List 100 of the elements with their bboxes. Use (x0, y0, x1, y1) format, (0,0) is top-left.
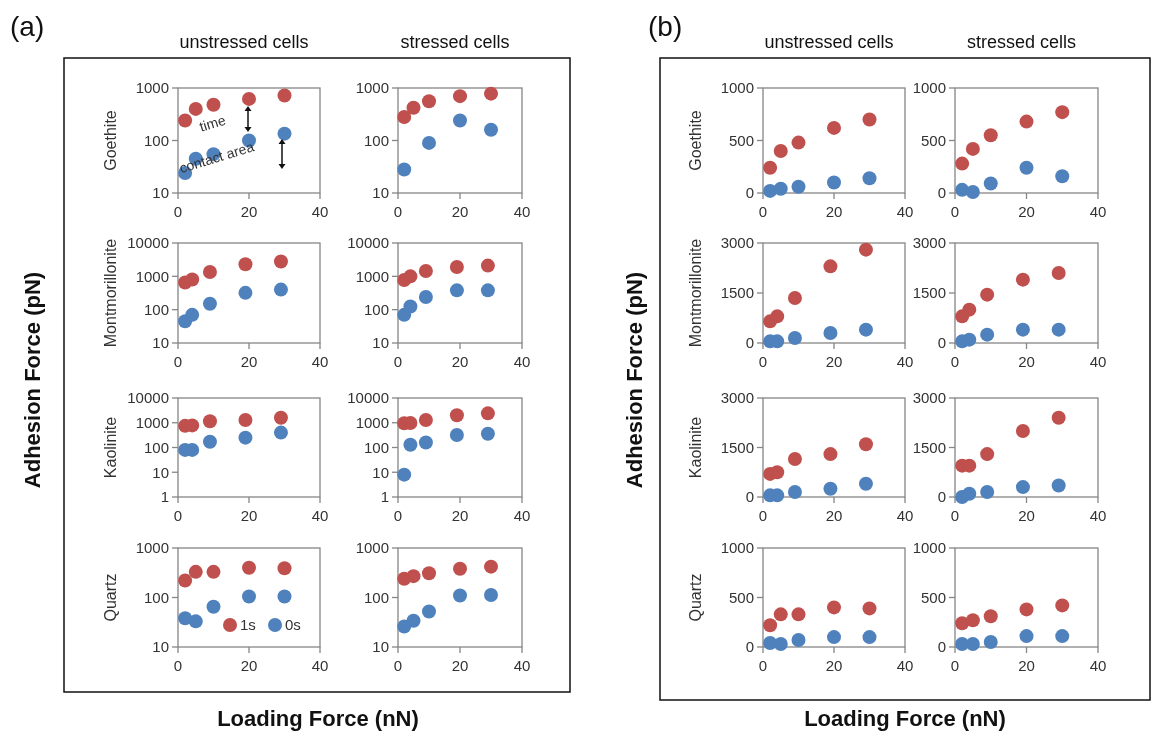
y-tick-label: 100 (143, 588, 169, 606)
y-tick-label: 100 (143, 131, 169, 149)
point (242, 91, 256, 106)
x-tick-label: 20 (240, 657, 258, 674)
x-tick-label: 40 (311, 353, 329, 370)
point (965, 141, 980, 156)
x-tick-label: 0 (173, 203, 183, 220)
y-axis-title: Montmorillonite (687, 238, 704, 348)
point (983, 635, 998, 650)
point (418, 289, 433, 304)
y-tick-label: 0 (937, 334, 946, 352)
point (480, 258, 495, 273)
point (484, 86, 498, 101)
x-tick-label: 40 (311, 203, 329, 220)
y-tick-label: 10 (372, 184, 389, 202)
point (397, 467, 412, 482)
y-tick-label: 10000 (127, 389, 169, 407)
point (827, 600, 841, 615)
x-tick-label: 40 (513, 203, 531, 220)
x-tick-label: 0 (758, 353, 768, 370)
point (449, 283, 464, 298)
y-axis-title: Kaolinite (102, 416, 119, 479)
x-tick-label: 40 (896, 353, 914, 370)
y-tick-label: 0 (937, 488, 946, 506)
point (827, 175, 841, 190)
y-tick-label: 1 (160, 488, 169, 506)
x-tick-label: 20 (1018, 203, 1035, 220)
x-tick-label: 0 (758, 507, 768, 524)
y-axis-title: Montmorillonite (102, 238, 119, 348)
y-tick-label: 1000 (355, 267, 389, 285)
point (397, 162, 412, 177)
y-tick-label: 0 (745, 184, 754, 202)
x-tick-label: 40 (896, 203, 914, 220)
point (238, 257, 253, 272)
x-tick-label: 20 (451, 657, 469, 674)
point (787, 291, 802, 305)
point (862, 630, 877, 645)
point (277, 126, 292, 141)
point (273, 282, 288, 297)
chart-title: unstressed cells (179, 32, 309, 52)
point (791, 135, 806, 150)
x-tick-label: 40 (1089, 203, 1107, 220)
x-tick-label: 0 (393, 657, 403, 674)
x-tick-label: 20 (825, 657, 843, 674)
point (188, 564, 203, 579)
y-tick-label: 10 (152, 334, 169, 352)
legend-label: 1s (240, 616, 256, 634)
point (962, 486, 977, 501)
point (1019, 629, 1034, 644)
point (773, 637, 788, 652)
point (273, 425, 288, 440)
point (238, 412, 253, 427)
y-tick-label: 1000 (135, 79, 169, 97)
text: Loading Force (nN) (804, 706, 1006, 731)
y-tick-label: 10 (152, 638, 169, 656)
y-tick-label: 3000 (912, 389, 946, 407)
point (827, 120, 841, 135)
x-tick-label: 20 (1018, 353, 1035, 370)
point (1019, 114, 1034, 129)
point (403, 299, 418, 314)
point (823, 447, 838, 462)
point (763, 618, 778, 633)
y-tick-label: 1000 (720, 79, 754, 97)
point (823, 326, 838, 340)
chart-title: unstressed cells (764, 32, 894, 52)
point (242, 560, 256, 575)
y-axis-title: Quartz (102, 573, 119, 622)
point (1055, 598, 1070, 613)
y-tick-label: 10000 (127, 234, 169, 252)
y-tick-label: 1000 (135, 539, 169, 557)
point (1019, 602, 1034, 617)
point (773, 181, 788, 196)
x-tick-label: 0 (173, 507, 183, 524)
point (965, 184, 980, 199)
x-tick-label: 40 (513, 353, 531, 370)
point (787, 331, 802, 345)
y-tick-label: 100 (363, 588, 389, 606)
point (242, 589, 256, 604)
point (827, 630, 841, 645)
y-tick-label: 1000 (135, 267, 169, 285)
point (422, 604, 436, 619)
point (202, 434, 217, 449)
point (823, 259, 838, 274)
y-tick-label: 10 (152, 463, 169, 481)
point (418, 435, 433, 450)
y-axis-title: Goethite (687, 110, 704, 171)
text: (a) (10, 11, 45, 42)
y-tick-label: 10 (152, 184, 169, 202)
point (206, 564, 221, 579)
point (1019, 160, 1034, 175)
y-tick-label: 0 (745, 638, 754, 656)
point (206, 599, 221, 614)
point (858, 322, 873, 337)
point (449, 428, 464, 442)
point (858, 476, 873, 491)
x-tick-label: 40 (1089, 657, 1107, 674)
point (422, 135, 436, 150)
point (406, 100, 421, 115)
point (980, 327, 995, 342)
y-tick-label: 10 (372, 334, 389, 352)
